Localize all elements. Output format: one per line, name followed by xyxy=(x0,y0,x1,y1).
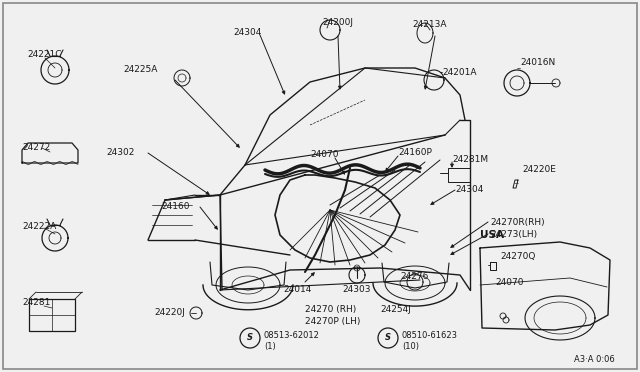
Text: (10): (10) xyxy=(402,343,419,352)
Text: 24160P: 24160P xyxy=(398,148,432,157)
Text: 24221C: 24221C xyxy=(27,50,61,59)
Text: 24220J: 24220J xyxy=(154,308,185,317)
Text: 24220E: 24220E xyxy=(522,165,556,174)
Text: 24070: 24070 xyxy=(495,278,524,287)
Text: 24303: 24303 xyxy=(343,285,371,294)
Text: 24281: 24281 xyxy=(22,298,51,307)
Text: 24304: 24304 xyxy=(455,185,483,194)
Text: 24016N: 24016N xyxy=(520,58,556,67)
Text: 24270P (LH): 24270P (LH) xyxy=(305,317,360,326)
Text: 24304: 24304 xyxy=(234,28,262,37)
Text: 24276: 24276 xyxy=(401,272,429,281)
Bar xyxy=(448,168,470,182)
Text: 24281M: 24281M xyxy=(452,155,488,164)
Text: A3·A 0:06: A3·A 0:06 xyxy=(574,355,615,364)
Text: (1): (1) xyxy=(264,343,276,352)
Text: 24270 (RH): 24270 (RH) xyxy=(305,305,356,314)
Text: 24225A: 24225A xyxy=(124,65,158,74)
Text: 24270R(RH): 24270R(RH) xyxy=(490,218,545,227)
Text: 24213A: 24213A xyxy=(413,20,447,29)
Text: 24254J: 24254J xyxy=(380,305,411,314)
Text: S: S xyxy=(385,334,391,343)
Text: 08513-62012: 08513-62012 xyxy=(264,331,320,340)
Text: USA: USA xyxy=(480,230,504,240)
Text: 24014: 24014 xyxy=(284,285,312,294)
Text: 24070: 24070 xyxy=(311,150,339,159)
Text: 24201A: 24201A xyxy=(442,68,477,77)
Text: 24200J: 24200J xyxy=(323,18,353,27)
Text: 24273(LH): 24273(LH) xyxy=(490,230,537,239)
Text: 08510-61623: 08510-61623 xyxy=(402,331,458,340)
Text: 24302: 24302 xyxy=(107,148,135,157)
Text: 24272: 24272 xyxy=(22,143,51,152)
Text: 24270Q: 24270Q xyxy=(500,252,536,261)
Text: 24160: 24160 xyxy=(161,202,190,211)
Text: 24222A: 24222A xyxy=(22,222,56,231)
Bar xyxy=(29,299,75,331)
Text: S: S xyxy=(247,334,253,343)
